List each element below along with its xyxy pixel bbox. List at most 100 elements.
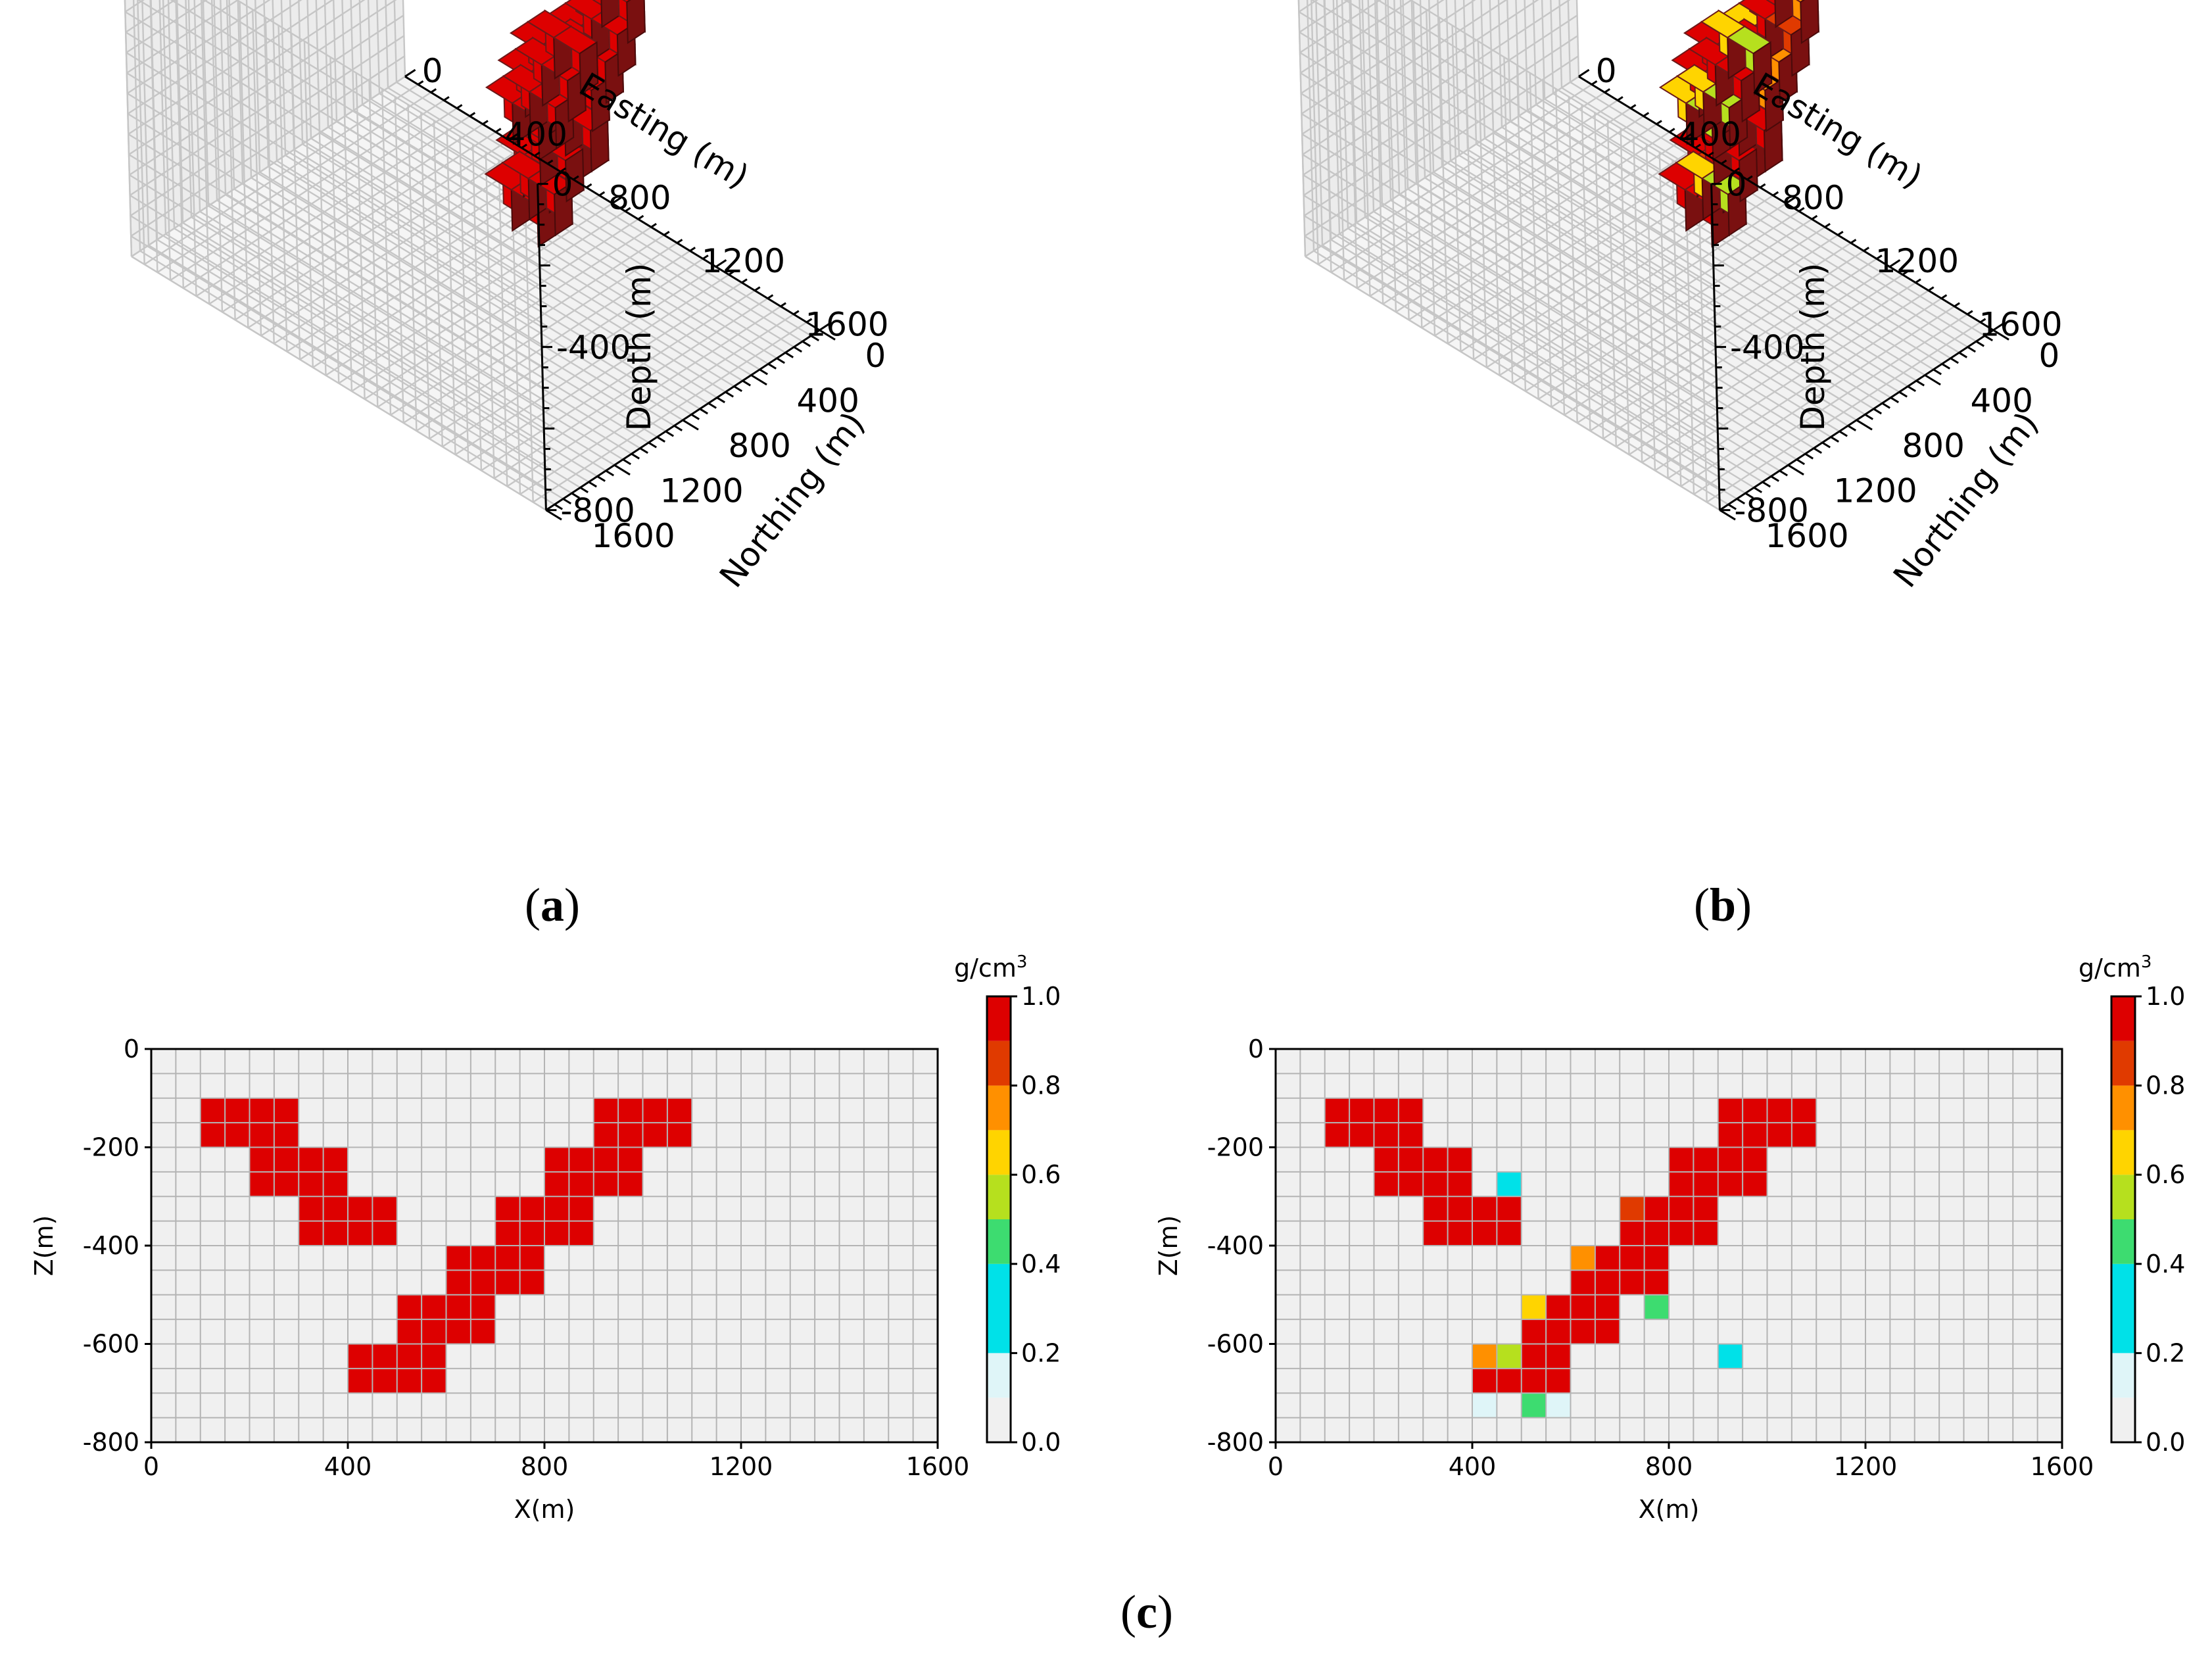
pane-grid-line xyxy=(1343,0,1713,226)
easting-tick xyxy=(521,143,527,149)
pane-grid-line xyxy=(1301,0,1508,135)
easting-tick-label: 1200 xyxy=(702,242,785,280)
pane-grid-line xyxy=(1301,112,1717,368)
pane-grid-line xyxy=(367,0,372,99)
a-zlabel: Depth (m) xyxy=(620,263,658,431)
heatmap-left-ylabel: Z(m) xyxy=(30,1215,59,1277)
pane-grid-line xyxy=(376,0,381,94)
pane-grid-line xyxy=(126,92,542,348)
easting-tick-label: 1600 xyxy=(805,306,888,344)
pane-grid-line xyxy=(1376,0,1713,205)
pane-grid-line xyxy=(1300,0,1413,74)
colorbar-right-unit: g/cm xyxy=(2079,954,2141,983)
easting-tick xyxy=(637,214,644,220)
pane-grid-line xyxy=(1551,226,1825,408)
pane-grid-line xyxy=(272,0,278,161)
b-zlabel: Depth (m) xyxy=(1794,263,1832,431)
pane-grid-line xyxy=(1693,313,1968,495)
easting-tick xyxy=(1656,120,1662,125)
northing-tick xyxy=(716,397,726,404)
easting-tick xyxy=(482,120,489,125)
northing-tick xyxy=(673,425,683,431)
easting-tick xyxy=(1979,318,1986,324)
easting-tick xyxy=(819,322,830,331)
northing-tick xyxy=(613,464,631,475)
colorbar-segment xyxy=(2111,1085,2135,1131)
northing-tick-label: 400 xyxy=(1971,382,2033,420)
heatmap-right: 0 400 800 1200 1600 0 -200 -400 -600 -800 X(m) Z(… xyxy=(1154,952,2185,1524)
northing-tick xyxy=(682,419,699,431)
voxel-side xyxy=(579,41,599,96)
easting-tick-label: 800 xyxy=(608,179,671,217)
northing-tick xyxy=(656,436,666,443)
pane-grid-line xyxy=(128,0,366,156)
x-tick-label: 1600 xyxy=(906,1452,970,1481)
pane-grid-line xyxy=(1303,214,1719,470)
northing-tick xyxy=(742,379,752,387)
northing-tick xyxy=(784,351,794,358)
voxel-side xyxy=(590,118,610,173)
northing-tick-label: 800 xyxy=(1902,427,1965,465)
pane-grid-line xyxy=(1462,0,1469,150)
pane-grid-line xyxy=(429,258,704,440)
pane-grid-line xyxy=(385,0,389,88)
northing-tick xyxy=(1753,487,1763,493)
easting-tick-label: 0 xyxy=(1596,52,1617,90)
northing-tick xyxy=(1924,374,1941,386)
pane-grid-line xyxy=(468,281,742,464)
northing-tick xyxy=(1984,335,1994,342)
x-tick-label: 800 xyxy=(1645,1452,1693,1481)
easting-tick xyxy=(1746,175,1753,181)
panel-a-grid xyxy=(124,0,821,511)
pane-grid-line xyxy=(493,297,769,479)
pane-grid-line xyxy=(128,153,544,409)
easting-tick xyxy=(1798,207,1805,212)
pane-grid-line xyxy=(298,0,304,145)
pane-grid-line xyxy=(148,244,564,500)
easting-tick xyxy=(1954,302,1960,308)
colorbar-tick-label: 0.2 xyxy=(2146,1338,2185,1367)
pane-grid-line xyxy=(1667,297,1942,479)
panel-b-voxel-body xyxy=(1658,0,1819,248)
colorbar-right-unit-sup: 3 xyxy=(2141,952,2152,972)
northing-tick xyxy=(639,447,649,454)
northing-tick-label: 400 xyxy=(797,382,859,420)
x-tick-label: 1200 xyxy=(1834,1452,1898,1481)
pane-grid-line xyxy=(191,216,607,472)
colorbar-segment xyxy=(2111,996,2135,1041)
pane-grid-line xyxy=(1301,133,1718,389)
pane-grid-line xyxy=(377,226,652,408)
caption-a: (a) xyxy=(525,879,580,931)
easting-tick xyxy=(1967,310,1973,316)
colorbar-tick-label: 0.6 xyxy=(2146,1160,2185,1189)
easting-tick xyxy=(754,286,761,292)
northing-tick xyxy=(1787,464,1804,475)
pane-grid-line xyxy=(1628,274,1904,456)
pane-grid-line xyxy=(208,205,624,460)
panel-b-grid xyxy=(1297,0,1994,511)
heatmap-right-xlabel: X(m) xyxy=(1639,1495,1700,1524)
easting-tick xyxy=(1824,222,1831,228)
northing-tick xyxy=(1967,346,1977,353)
pane-grid-line xyxy=(174,228,590,483)
northing-tick xyxy=(1873,408,1883,415)
pane-grid-line xyxy=(506,305,781,487)
pane-grid-line xyxy=(203,0,539,205)
northing-tick xyxy=(1830,436,1840,443)
x-tick-label: 0 xyxy=(1268,1452,1284,1481)
panel-b-3d-voxel-plot: 0400800120016000400800120016000-400-800 … xyxy=(1297,0,2063,595)
pane-grid-line xyxy=(128,0,334,135)
pane-grid-line xyxy=(131,255,547,511)
northing-tick xyxy=(1890,397,1900,404)
pane-grid-line xyxy=(182,222,598,477)
northing-tick xyxy=(1881,402,1891,409)
pane-grid-line xyxy=(225,193,641,449)
pane-grid-line xyxy=(1303,14,1578,197)
pane-grid-line xyxy=(1364,216,1781,472)
easting-tick xyxy=(598,191,606,197)
easting-tick xyxy=(1876,255,1883,260)
pane-grid-line xyxy=(129,174,544,429)
density-cell xyxy=(1472,1393,1497,1418)
pane-grid-line xyxy=(351,210,626,392)
northing-tick xyxy=(1907,385,1917,393)
